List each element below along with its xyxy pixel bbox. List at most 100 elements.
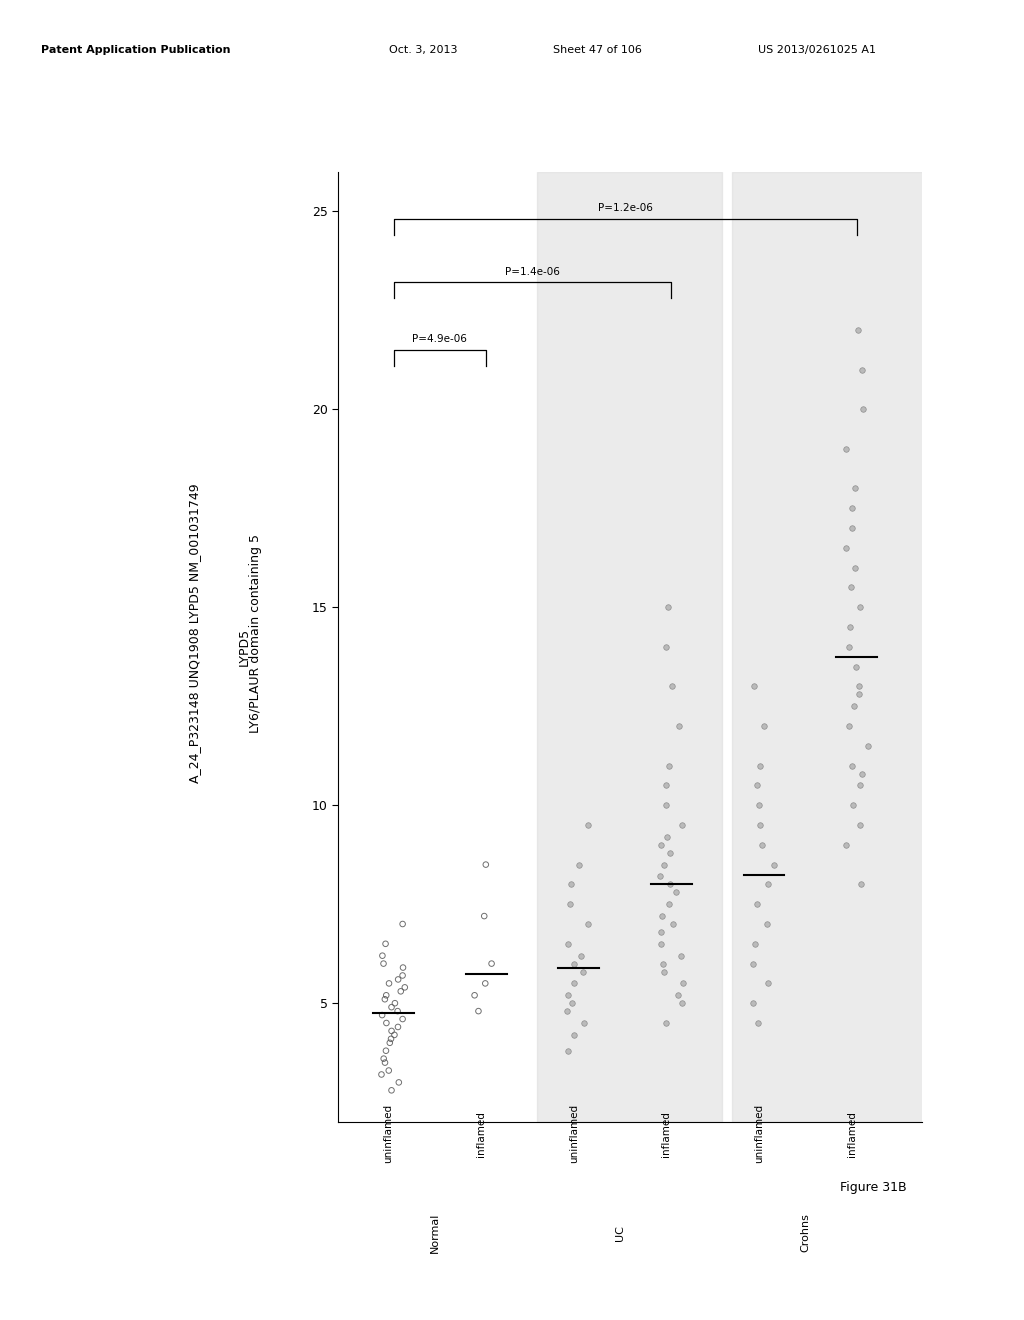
- Point: [756, 715, 772, 737]
- Text: Oct. 3, 2013: Oct. 3, 2013: [389, 45, 458, 55]
- Point: [749, 775, 765, 796]
- Point: [652, 866, 669, 887]
- Point: [653, 906, 670, 927]
- Point: [378, 985, 394, 1006]
- Point: [852, 814, 868, 836]
- Text: LY6/PLAUR domain containing 5: LY6/PLAUR domain containing 5: [250, 535, 262, 733]
- Point: [476, 906, 493, 927]
- Point: [760, 874, 776, 895]
- Point: [383, 1080, 399, 1101]
- Point: [846, 696, 862, 717]
- Text: uninflamed: uninflamed: [568, 1105, 579, 1163]
- Point: [374, 1005, 390, 1026]
- Point: [752, 814, 768, 836]
- Point: [658, 1012, 675, 1034]
- Point: [838, 537, 854, 558]
- Point: [566, 973, 583, 994]
- Point: [572, 945, 589, 966]
- Point: [658, 826, 675, 847]
- Point: [674, 993, 690, 1014]
- Text: inflamed: inflamed: [662, 1111, 672, 1156]
- Point: [766, 854, 782, 875]
- Point: [668, 882, 684, 903]
- Point: [859, 735, 876, 756]
- Point: [389, 1001, 406, 1022]
- Point: [396, 977, 413, 998]
- Point: [580, 913, 596, 935]
- Point: [750, 1012, 766, 1034]
- Point: [383, 997, 399, 1018]
- Point: [392, 981, 409, 1002]
- Point: [845, 517, 861, 539]
- Point: [570, 854, 587, 875]
- Point: [844, 755, 860, 776]
- Point: [575, 1012, 592, 1034]
- Point: [376, 1048, 392, 1069]
- Point: [838, 834, 854, 855]
- Point: [483, 953, 500, 974]
- Point: [565, 1024, 582, 1045]
- Point: [374, 945, 390, 966]
- Point: [844, 498, 860, 519]
- Point: [395, 957, 412, 978]
- Point: [851, 676, 867, 697]
- Text: US 2013/0261025 A1: US 2013/0261025 A1: [758, 45, 876, 55]
- Point: [378, 1012, 394, 1034]
- Point: [383, 1028, 399, 1049]
- Point: [377, 989, 393, 1010]
- Point: [745, 993, 762, 1014]
- Point: [745, 676, 762, 697]
- Point: [394, 913, 411, 935]
- Point: [563, 874, 580, 895]
- Point: [653, 933, 670, 954]
- Point: [752, 755, 768, 776]
- Point: [390, 1016, 407, 1038]
- Point: [574, 961, 591, 982]
- Point: [670, 985, 686, 1006]
- Point: [855, 399, 871, 420]
- Point: [657, 636, 674, 657]
- Point: [658, 795, 675, 816]
- Point: [759, 913, 775, 935]
- Point: [847, 478, 863, 499]
- Text: P=1.4e-06: P=1.4e-06: [505, 267, 560, 277]
- Point: [470, 1001, 486, 1022]
- Point: [378, 933, 394, 954]
- Point: [377, 1052, 393, 1073]
- Text: inflamed: inflamed: [847, 1111, 857, 1156]
- Point: [560, 933, 577, 954]
- Point: [657, 775, 674, 796]
- Point: [852, 597, 868, 618]
- Point: [853, 874, 869, 895]
- Point: [662, 874, 678, 895]
- Point: [653, 921, 670, 942]
- Point: [394, 965, 411, 986]
- Point: [842, 616, 858, 638]
- Point: [845, 795, 861, 816]
- Point: [843, 577, 859, 598]
- Point: [390, 1072, 407, 1093]
- Point: [851, 684, 867, 705]
- Point: [674, 814, 690, 836]
- Text: LYPD5: LYPD5: [238, 628, 251, 665]
- Point: [390, 969, 407, 990]
- Point: [841, 715, 857, 737]
- Text: Patent Application Publication: Patent Application Publication: [41, 45, 230, 55]
- Point: [656, 961, 673, 982]
- Text: Figure 31B: Figure 31B: [840, 1181, 906, 1195]
- Point: [381, 1060, 397, 1081]
- Text: uninflamed: uninflamed: [384, 1105, 393, 1163]
- Point: [374, 1064, 390, 1085]
- Point: [562, 894, 579, 915]
- Text: uninflamed: uninflamed: [754, 1105, 764, 1163]
- Bar: [732, 172, 927, 1122]
- Point: [838, 438, 854, 459]
- Point: [477, 854, 494, 875]
- Point: [854, 359, 870, 380]
- Point: [566, 953, 583, 974]
- Point: [744, 953, 761, 974]
- Bar: [538, 172, 722, 1122]
- Point: [760, 973, 776, 994]
- Point: [665, 913, 681, 935]
- Point: [376, 953, 392, 974]
